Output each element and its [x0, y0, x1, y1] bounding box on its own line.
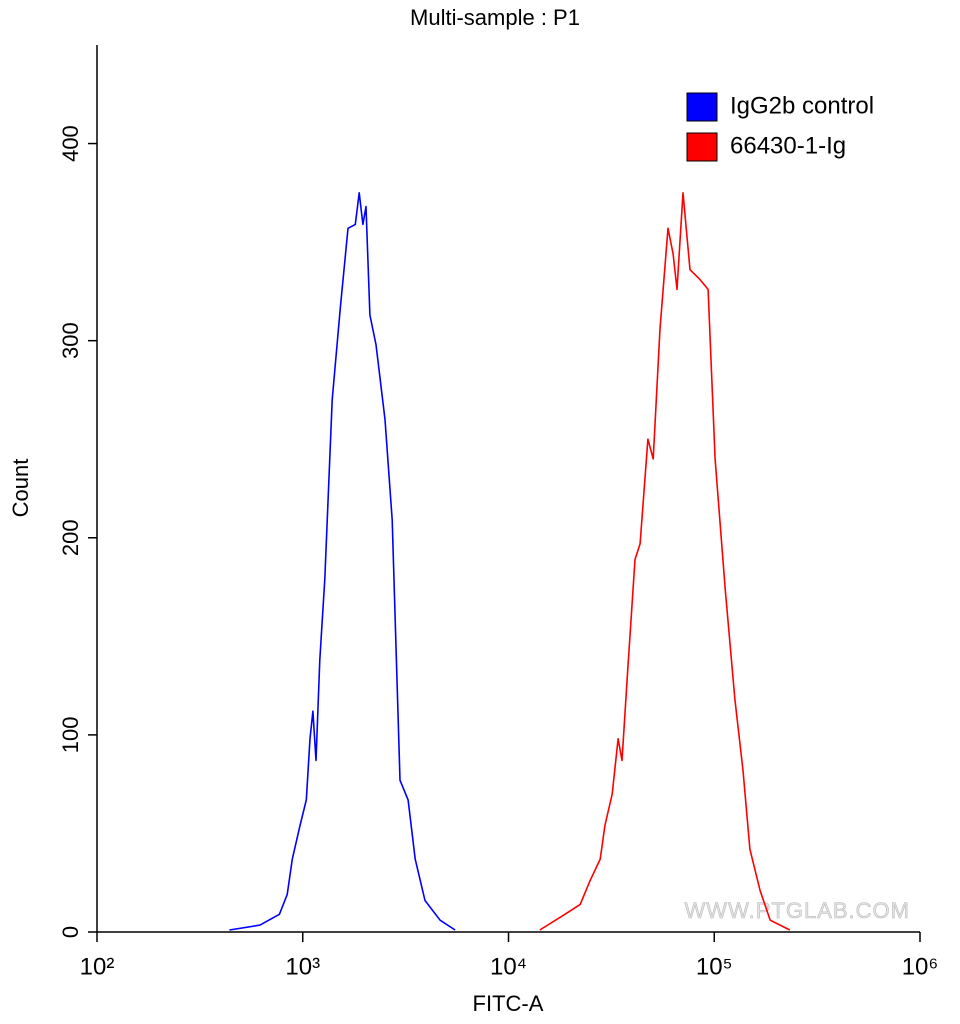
x-tick-label: 10²: [80, 953, 115, 980]
legend-label: IgG2b control: [730, 92, 874, 119]
legend-label: 66430-1-Ig: [730, 132, 846, 159]
chart-title: Multi-sample : P1: [410, 5, 580, 30]
legend-swatch: [686, 132, 718, 162]
y-tick-label: 0: [58, 926, 83, 938]
x-axis-label: FITC-A: [473, 991, 544, 1016]
x-tick-label: 10³: [285, 953, 320, 980]
x-tick-label: 10⁶: [902, 953, 939, 980]
watermark: WWW.PTGLAB.COM: [685, 898, 910, 923]
y-tick-label: 300: [58, 322, 83, 359]
legend-swatch: [686, 92, 718, 122]
x-tick-label: 10⁵: [696, 953, 733, 980]
histogram-line: [539, 192, 791, 931]
y-tick-label: 400: [58, 125, 83, 162]
y-tick-label: 100: [58, 717, 83, 754]
y-axis-label: Count: [8, 459, 33, 518]
y-tick-label: 200: [58, 519, 83, 556]
x-tick-label: 10⁴: [490, 953, 527, 980]
histogram-line: [229, 192, 456, 931]
